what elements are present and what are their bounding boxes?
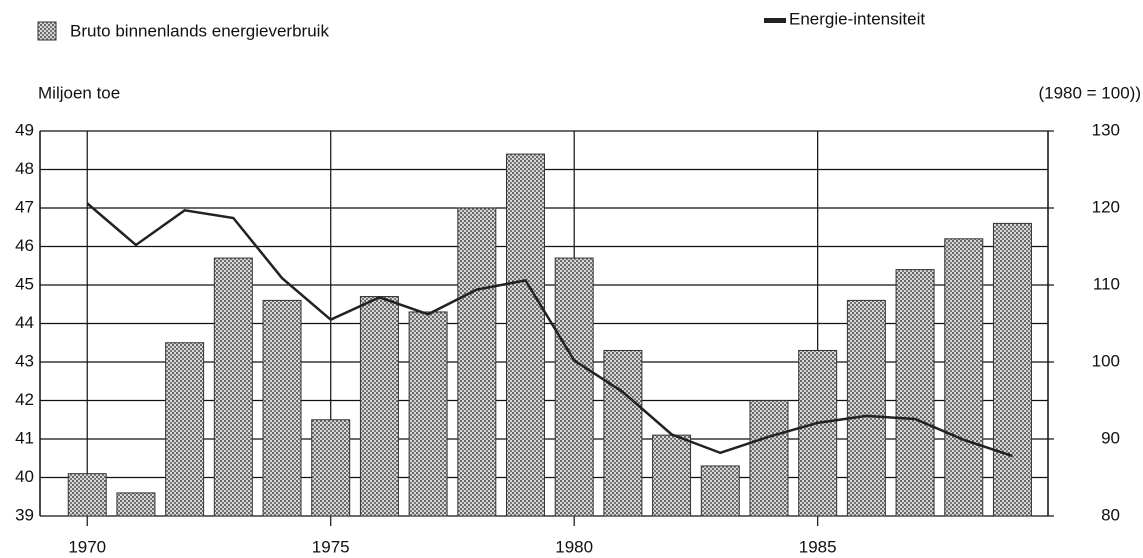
bar (457, 207, 497, 517)
bar (700, 465, 740, 517)
legend-label: Energie-intensiteit (789, 9, 925, 28)
line (86, 202, 1013, 458)
legend-swatch (764, 18, 786, 23)
y-tick-label: 42 (15, 390, 34, 409)
y2-tick-label: 100 (1092, 351, 1120, 370)
bar (359, 296, 399, 517)
y-tick-label: 49 (15, 120, 34, 139)
bar (506, 153, 545, 517)
legend-swatch (37, 21, 57, 41)
bar (408, 311, 448, 517)
bar (311, 419, 351, 517)
y-tick-label: 46 (15, 236, 34, 255)
x-tick-label: 1970 (68, 537, 106, 556)
y2-tick-label: 90 (1101, 428, 1120, 447)
y-tick-label: 41 (15, 428, 34, 447)
bar (992, 222, 1032, 517)
bar (652, 434, 692, 517)
bar (798, 349, 838, 517)
bar (67, 473, 107, 517)
y2-axis-label: (1980 = 100)) (1038, 83, 1141, 102)
bar (846, 299, 886, 517)
y2-tick-label: 80 (1101, 505, 1120, 524)
bar (165, 342, 205, 517)
y2-tick-label: 130 (1092, 120, 1120, 139)
legend-label: Bruto binnenlands energieverbruik (70, 21, 329, 40)
bar (749, 400, 789, 517)
y-tick-label: 47 (15, 197, 34, 216)
bar (213, 257, 253, 517)
bar (895, 269, 935, 517)
bar (262, 299, 302, 517)
y-tick-label: 48 (15, 159, 34, 178)
y-axis-label: Miljoen toe (38, 83, 120, 102)
y-tick-label: 45 (15, 274, 34, 293)
bar (603, 349, 643, 517)
y-tick-label: 39 (15, 505, 34, 524)
x-tick-label: 1985 (799, 537, 837, 556)
bar (944, 238, 984, 517)
y-tick-label: 43 (15, 351, 34, 370)
y2-tick-label: 110 (1093, 274, 1120, 293)
x-tick-label: 1980 (555, 537, 593, 556)
y-tick-label: 40 (15, 467, 34, 486)
y-tick-label: 44 (15, 313, 34, 332)
y2-tick-label: 120 (1092, 197, 1120, 216)
bar (554, 257, 594, 517)
bar (116, 492, 156, 517)
x-tick-label: 1975 (312, 537, 350, 556)
